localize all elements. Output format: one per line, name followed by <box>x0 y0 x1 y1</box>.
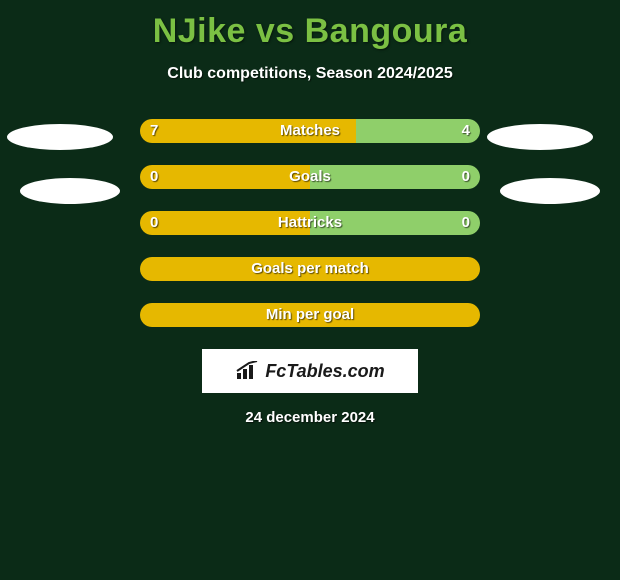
bar-left <box>140 211 310 235</box>
stat-row: Min per goal <box>0 303 620 327</box>
bar-track: Matches <box>140 119 480 143</box>
avatar-ellipse <box>487 124 593 150</box>
bar-full <box>140 257 480 281</box>
avatar-ellipse <box>500 178 600 204</box>
logo-text: FcTables.com <box>265 361 384 382</box>
bar-track: Goals <box>140 165 480 189</box>
stat-value-left: 0 <box>150 165 158 189</box>
stat-value-right: 4 <box>462 119 470 143</box>
stat-value-left: 7 <box>150 119 158 143</box>
logo-box: FcTables.com <box>202 349 418 393</box>
chart-icon <box>235 361 261 381</box>
stat-value-right: 0 <box>462 211 470 235</box>
stat-row: Goals per match <box>0 257 620 281</box>
subtitle: Club competitions, Season 2024/2025 <box>0 65 620 83</box>
bar-track: Min per goal <box>140 303 480 327</box>
comparison-chart: Matches74Goals00Hattricks00Goals per mat… <box>0 119 620 327</box>
bar-track: Hattricks <box>140 211 480 235</box>
stat-value-left: 0 <box>150 211 158 235</box>
avatar-ellipse <box>7 124 113 150</box>
bar-right <box>310 211 480 235</box>
bar-left <box>140 165 310 189</box>
stat-value-right: 0 <box>462 165 470 189</box>
bar-full <box>140 303 480 327</box>
date-line: 24 december 2024 <box>0 409 620 426</box>
stat-row: Hattricks0 0 <box>0 211 620 235</box>
bar-left <box>140 119 356 143</box>
avatar-ellipse <box>20 178 120 204</box>
page-title: NJike vs Bangoura <box>0 0 620 51</box>
bar-right <box>310 165 480 189</box>
bar-track: Goals per match <box>140 257 480 281</box>
